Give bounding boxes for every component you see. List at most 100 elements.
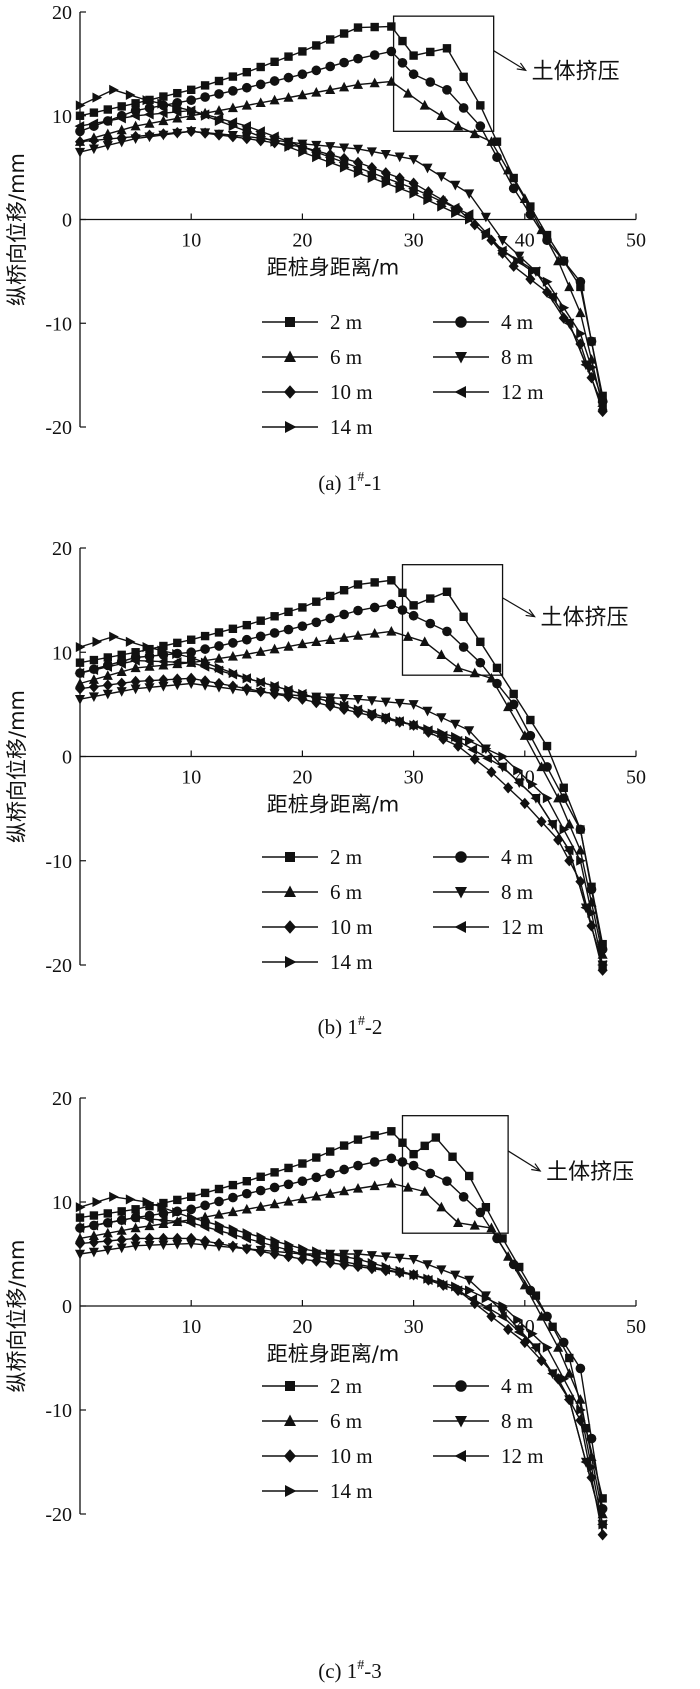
data-point [92,1196,103,1208]
data-point [298,688,308,699]
data-point [353,1254,364,1265]
data-point [409,51,418,60]
data-point [172,648,182,660]
data-point [519,1279,530,1290]
data-point [386,76,397,86]
legend-marker [285,1485,297,1497]
data-point [587,362,597,373]
data-point [283,136,293,147]
annotation-arrowhead [525,609,536,618]
data-point [214,662,225,673]
data-point [575,307,586,318]
data-point [586,336,597,347]
data-point [186,95,197,106]
data-point [408,69,419,80]
data-point [338,1256,349,1267]
data-point [125,1194,136,1205]
data-point [241,1233,251,1244]
data-point [102,679,113,691]
data-point [255,126,265,137]
data-point [576,855,586,866]
data-point [381,712,392,723]
data-point [598,959,609,971]
data-point [142,641,153,653]
data-point [312,597,321,606]
data-point [228,86,238,96]
legend-entry: 14 m [262,950,373,974]
data-point [200,675,211,687]
legend-entry: 2 m [262,845,362,869]
data-point [394,698,405,709]
data-point [117,102,126,111]
data-point [297,1176,308,1187]
data-point [442,84,452,95]
data-point [145,644,154,654]
annotation-arrow [507,1150,541,1172]
panel-caption: (b) 1#-2 [318,1014,383,1039]
data-point [228,624,238,633]
data-point [75,658,85,667]
data-point [312,152,322,163]
data-point [158,1240,169,1251]
data-point [283,690,294,703]
data-point [598,391,607,401]
data-point [200,1188,210,1198]
data-point [353,23,363,32]
data-point [576,282,585,292]
data-point [74,1222,85,1234]
data-point [326,35,335,44]
data-point [408,700,419,710]
data-point [297,621,308,632]
data-point [463,209,474,220]
data-point [270,1235,281,1247]
data-point [200,1200,210,1211]
data-point [509,689,518,699]
data-point [437,1277,447,1288]
legend-marker [454,386,466,398]
data-point [159,1198,168,1208]
data-point [269,643,280,654]
data-point [370,578,379,587]
data-point [339,1164,349,1175]
data-point [214,1220,225,1231]
data-point [394,152,405,163]
data-point [199,1221,210,1232]
data-point [369,602,380,613]
data-point [422,1260,433,1270]
data-point [214,1184,224,1194]
data-point [200,657,211,668]
data-point [339,586,349,595]
data-point [326,1147,335,1156]
data-point [102,141,113,151]
data-point [228,1180,238,1190]
data-point [408,183,418,194]
data-point [366,167,377,178]
x-axis-label: 距桩身距离/m [267,793,400,817]
data-point [352,707,364,719]
data-point [367,172,378,184]
x-tick-label: 20 [292,230,312,252]
data-point [542,276,553,287]
data-point [283,1196,294,1206]
data-point [597,401,607,412]
data-point [459,72,468,82]
data-point [408,155,419,165]
data-point [228,121,239,132]
legend-entry: 4 m [433,310,533,334]
data-point [228,1224,239,1235]
y-axis-label: 纵桥向位移/mm [5,153,29,306]
data-point [186,1239,197,1250]
data-point [598,939,607,949]
data-point [324,152,335,163]
data-point [130,120,141,131]
legend-label: 10 m [330,380,373,404]
data-point [213,105,225,115]
data-point [269,131,279,142]
y-tick-label: 0 [62,210,72,232]
data-point [158,115,169,126]
data-point [353,167,364,178]
data-point [450,719,461,730]
data-point [448,1152,457,1161]
